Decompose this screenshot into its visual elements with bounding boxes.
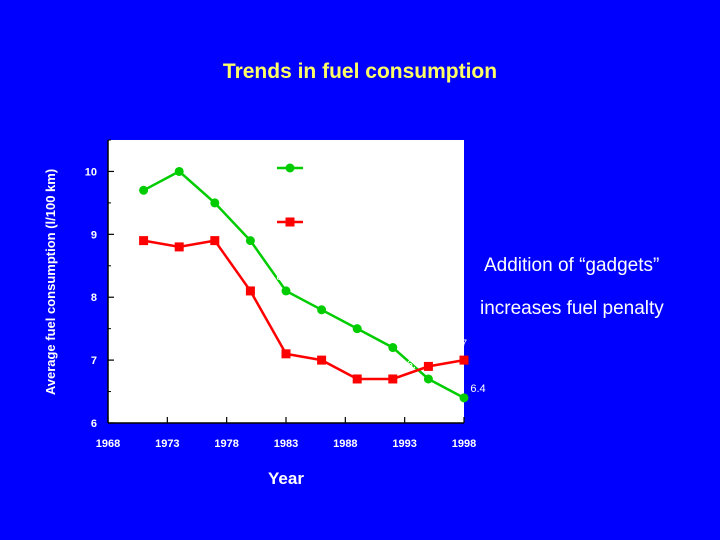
legend-marker-consumption xyxy=(285,217,295,227)
data-point-per-ton xyxy=(317,305,327,315)
data-label-consumption: 7 xyxy=(461,338,467,350)
y-tick-label: 10 xyxy=(85,166,97,178)
data-point-per-ton xyxy=(139,185,149,195)
data-label-consumption: 6.7 xyxy=(385,396,400,408)
x-tick-label: 1988 xyxy=(333,438,357,450)
data-label-consumption: 8.9 xyxy=(207,255,222,267)
data-label-per-ton: 8.1 xyxy=(276,271,291,283)
data-label-per-ton: 7.8 xyxy=(314,290,329,302)
data-label-per-ton: 10 xyxy=(173,148,185,160)
y-axis-title: Average fuel consumption (l/100 km) xyxy=(43,169,58,395)
data-point-consumption xyxy=(388,374,398,384)
data-label-per-ton: 7.2 xyxy=(385,328,400,340)
x-tick-label: 1993 xyxy=(392,438,416,450)
data-point-consumption xyxy=(317,355,327,365)
data-point-per-ton xyxy=(210,198,220,208)
data-label-consumption: 6.7 xyxy=(350,396,365,408)
y-tick-label: 7 xyxy=(91,355,97,367)
data-label-per-ton: 8.9 xyxy=(243,218,258,230)
data-point-consumption xyxy=(281,349,291,359)
x-tick-label: 1998 xyxy=(452,438,476,450)
data-point-consumption xyxy=(174,242,184,252)
y-tick-label: 6 xyxy=(91,418,97,430)
series-line-consumption xyxy=(143,239,465,381)
slide-title: Trends in fuel consumption xyxy=(222,60,498,83)
x-tick-label: 1978 xyxy=(214,438,238,450)
data-point-per-ton xyxy=(174,166,184,176)
data-label-consumption: 6.9 xyxy=(421,344,436,356)
data-label-per-ton: 7.5 xyxy=(350,309,365,321)
data-point-per-ton xyxy=(245,236,255,246)
data-point-per-ton xyxy=(423,374,433,384)
legend-label-consumption: Fuel consumption xyxy=(306,214,418,229)
data-label-consumption: 8.9 xyxy=(136,255,151,267)
note-line-1: Addition of “gadgets” xyxy=(484,255,660,276)
data-label-per-ton: 9.7 xyxy=(136,167,151,179)
data-point-consumption xyxy=(245,286,255,296)
data-point-per-ton xyxy=(281,286,291,296)
x-tick-label: 1973 xyxy=(155,438,179,450)
data-point-consumption xyxy=(210,236,220,246)
series-line-per-ton xyxy=(143,169,465,399)
legend-marker-per-ton xyxy=(285,163,295,173)
data-label-consumption: 8.1 xyxy=(243,304,258,316)
data-point-consumption xyxy=(139,236,149,246)
legend-label-per-ton: per ton xyxy=(306,176,350,191)
legend-label-per-ton: Fuel consumption xyxy=(306,160,418,175)
data-label-consumption: 7.1 xyxy=(278,368,293,380)
data-point-consumption xyxy=(423,361,433,371)
data-point-per-ton xyxy=(352,324,362,334)
note-line-2: increases fuel penalty xyxy=(480,298,664,319)
data-point-consumption xyxy=(352,374,362,384)
data-label-per-ton: 6.7 xyxy=(407,359,422,371)
x-tick-label: 1968 xyxy=(96,438,120,450)
data-label-consumption: 8.8 xyxy=(172,263,187,275)
y-tick-label: 8 xyxy=(91,292,97,304)
data-point-per-ton xyxy=(388,343,398,353)
data-label-consumption: 7 xyxy=(319,376,325,388)
data-point-consumption xyxy=(459,355,469,365)
y-tick-label: 9 xyxy=(91,229,97,241)
x-axis-title: Year xyxy=(268,469,304,488)
x-tick-label: 1983 xyxy=(274,438,298,450)
data-point-per-ton xyxy=(459,393,469,403)
data-label-per-ton: 6.4 xyxy=(470,383,485,395)
data-label-per-ton: 9.5 xyxy=(207,180,222,192)
